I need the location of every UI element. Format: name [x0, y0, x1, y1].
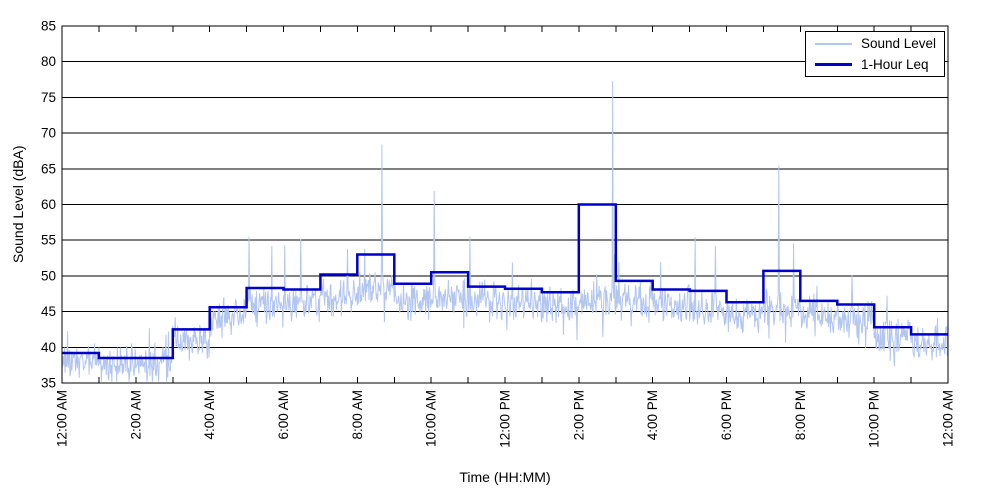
- svg-text:2:00 PM: 2:00 PM: [571, 390, 586, 440]
- svg-text:80: 80: [41, 54, 56, 69]
- svg-text:50: 50: [41, 268, 56, 283]
- svg-text:10:00 PM: 10:00 PM: [867, 390, 882, 448]
- plot-box: [61, 25, 949, 384]
- svg-text:8:00 AM: 8:00 AM: [350, 390, 365, 440]
- svg-text:40: 40: [41, 340, 56, 355]
- leq-line-sample: [815, 63, 852, 66]
- legend-label-1-hour-leq: 1-Hour Leq: [861, 57, 929, 72]
- sound-level-line-sample: [815, 42, 852, 45]
- svg-text:70: 70: [41, 126, 56, 141]
- svg-text:6:00 AM: 6:00 AM: [276, 390, 291, 440]
- legend-entry-1-hour-leq: 1-Hour Leq: [815, 57, 944, 73]
- svg-text:2:00 AM: 2:00 AM: [128, 390, 143, 440]
- y-axis-label: Sound Level (dBA): [10, 145, 26, 264]
- x-axis-label: Time (HH:MM): [459, 469, 551, 485]
- svg-text:65: 65: [41, 161, 56, 176]
- svg-text:12:00 AM: 12:00 AM: [55, 390, 70, 447]
- legend: Sound Level 1-Hour Leq: [805, 31, 945, 77]
- svg-text:10:00 AM: 10:00 AM: [424, 390, 439, 447]
- svg-text:60: 60: [41, 197, 56, 212]
- series-1-hour-leq: [62, 203, 948, 360]
- svg-text:55: 55: [41, 233, 56, 248]
- legend-entry-sound-level: Sound Level: [815, 36, 944, 52]
- svg-text:8:00 PM: 8:00 PM: [793, 390, 808, 440]
- legend-label-sound-level: Sound Level: [861, 36, 937, 51]
- svg-text:4:00 AM: 4:00 AM: [202, 390, 217, 440]
- svg-text:4:00 PM: 4:00 PM: [645, 390, 660, 440]
- x-tick-labels: 12:00 AM 2:00 AM 4:00 AM 6:00 AM 8:00 AM 10:0…: [55, 390, 956, 448]
- svg-text:35: 35: [41, 376, 56, 391]
- svg-text:85: 85: [41, 19, 56, 34]
- svg-text:6:00 PM: 6:00 PM: [719, 390, 734, 440]
- svg-text:75: 75: [41, 90, 56, 105]
- svg-text:45: 45: [41, 304, 56, 319]
- svg-text:12:00 PM: 12:00 PM: [498, 390, 513, 448]
- y-tick-labels: 35 40 45 50 55 60 65 70 75 80 85: [41, 19, 56, 391]
- series-sound-level: [61, 80, 948, 382]
- svg-text:12:00 AM: 12:00 AM: [941, 390, 956, 447]
